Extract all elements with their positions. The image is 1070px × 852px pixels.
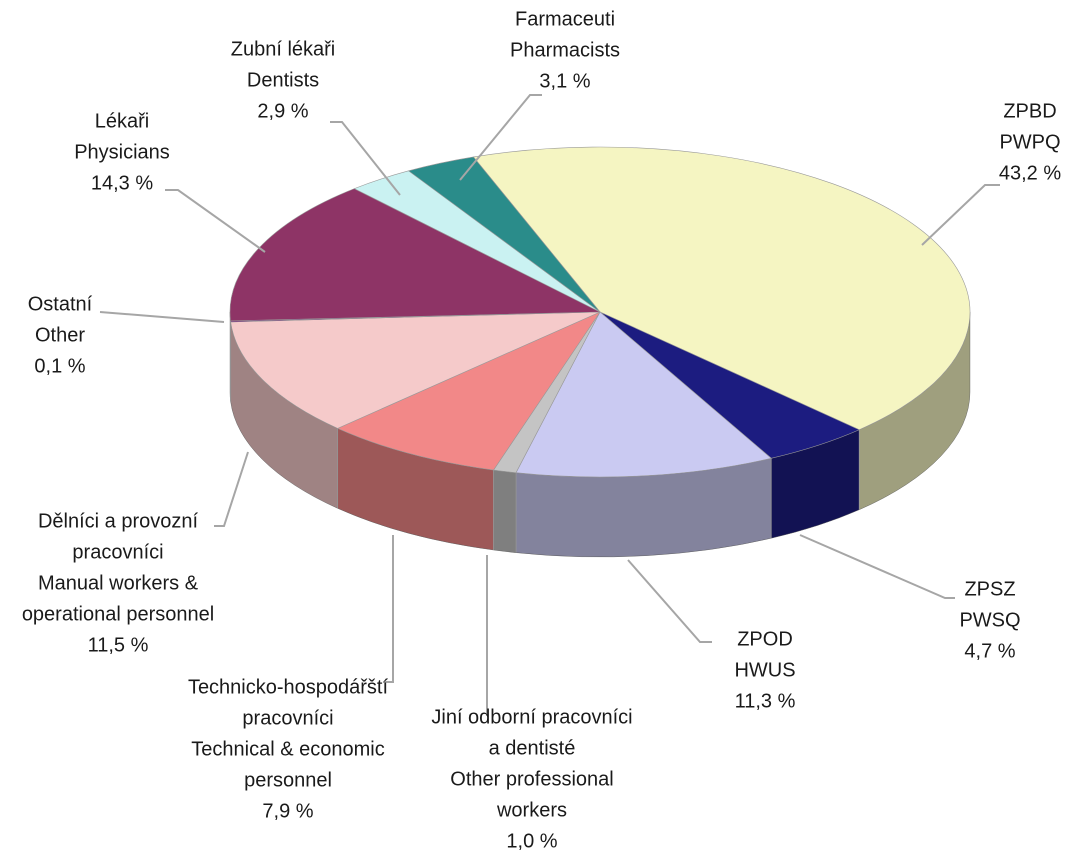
slice (515, 311, 772, 478)
slice-label: PWSQ (959, 609, 1020, 631)
slice-label: Ostatní (28, 293, 93, 315)
slice-label: PWPQ (999, 131, 1060, 153)
slice-label: Jiní odborní pracovníci (431, 706, 632, 728)
slice (472, 146, 971, 431)
slice (230, 311, 601, 429)
slice-label: workers (496, 799, 567, 821)
value-label: 7,9 % (262, 800, 313, 822)
value-label: 4,7 % (964, 640, 1015, 662)
slice-side-shade (337, 428, 494, 551)
slice-side-shade (230, 321, 338, 509)
leader-line (459, 94, 542, 181)
value-label: 14,3 % (91, 172, 153, 194)
leader-line (165, 189, 266, 253)
value-label: 1,0 % (506, 830, 557, 852)
slice-label: HWUS (734, 659, 795, 681)
slice-label: Lékaři (95, 110, 149, 132)
slice-label: operational personnel (22, 603, 214, 625)
leader-line (214, 451, 249, 527)
leader-line (99, 311, 225, 323)
slice-label: Dělníci a provozní (38, 510, 199, 532)
slice-label: Technicko-hospodářští (188, 676, 389, 698)
slice-label: Technical & economic (191, 738, 384, 760)
slice-label: a dentisté (489, 737, 576, 759)
slice-side-shade (493, 470, 517, 553)
value-label: 43,2 % (999, 162, 1061, 184)
slice-label: ZPSZ (964, 578, 1015, 600)
leader-line (799, 534, 955, 599)
slice-label: Farmaceuti (515, 8, 615, 30)
value-label: 3,1 % (539, 70, 590, 92)
slice-side-shade (516, 458, 772, 558)
leader-line (330, 121, 401, 196)
slice-label: Other (35, 324, 85, 346)
slice-label: Pharmacists (510, 39, 620, 61)
slice-label: Manual workers & (38, 572, 199, 594)
value-label: 11,3 % (735, 690, 796, 712)
value-label: 2,9 % (257, 100, 308, 122)
leader-line (383, 535, 394, 683)
slice-label: pracovníci (72, 541, 163, 563)
slice-label: pracovníci (242, 707, 333, 729)
value-label: 11,5 % (88, 634, 149, 656)
slice-label: Physicians (74, 141, 170, 163)
slice-side-shade (859, 312, 970, 510)
leader-line (627, 559, 712, 643)
slice-side-shade (771, 429, 860, 539)
slice-label: Zubní lékaři (231, 38, 336, 60)
slice-label: Other professional (450, 768, 613, 790)
slice (336, 311, 601, 471)
slice-label: ZPBD (1003, 100, 1056, 122)
value-label: 0,1 % (34, 355, 85, 377)
slice-label: personnel (244, 769, 332, 791)
leader-line (921, 184, 1000, 246)
slice-label: ZPOD (737, 628, 793, 650)
slice-label: Dentists (247, 69, 319, 91)
slice (407, 156, 601, 313)
